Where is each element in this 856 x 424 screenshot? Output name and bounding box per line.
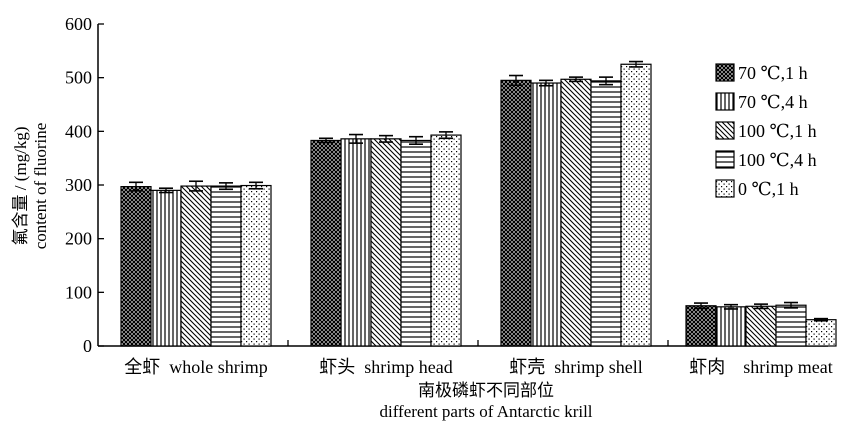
bar (150, 189, 182, 347)
bar (400, 139, 432, 347)
error-bar (189, 180, 203, 192)
error-bar (754, 303, 768, 310)
legend-swatch (715, 179, 735, 198)
legend-item: 70 ℃,1 h (715, 63, 808, 83)
error-bar (349, 133, 363, 144)
legend-label: 70 ℃,4 h (738, 92, 808, 112)
bar (340, 138, 372, 347)
legend-item: 70 ℃,4 h (715, 92, 808, 112)
error-bar (319, 137, 333, 144)
error-bar (784, 301, 798, 309)
x-axis-title-en: different parts of Antarctic krill (379, 402, 592, 421)
category-label: 虾头 shrimp head (319, 357, 452, 377)
bar (310, 139, 342, 347)
y-tick-label: 0 (83, 336, 92, 356)
legend-swatch (715, 63, 735, 82)
bar (620, 63, 652, 347)
bar (180, 185, 212, 347)
bar (240, 184, 272, 347)
legend-label: 70 ℃,1 h (738, 63, 808, 83)
error-bar (249, 181, 263, 190)
legend-label: 0 ℃,1 h (738, 179, 799, 199)
bar (775, 304, 807, 347)
error-bar (814, 317, 828, 322)
y-tick-label: 100 (65, 282, 92, 302)
legend-swatch (715, 92, 735, 111)
bar (530, 82, 562, 347)
error-bar (129, 181, 143, 192)
error-bar (159, 187, 173, 194)
category-label: 虾壳 shrimp shell (509, 357, 643, 377)
bar (745, 305, 777, 347)
bar (805, 319, 837, 347)
bar (715, 306, 747, 347)
bar (370, 138, 402, 347)
x-axis-title: 南极磷虾不同部位 (418, 381, 554, 400)
category-label: 全虾 whole shrimp (124, 357, 268, 377)
y-tick-label: 300 (65, 175, 92, 195)
y-tick-label: 600 (65, 14, 92, 34)
legend-label: 100 ℃,4 h (738, 150, 817, 170)
error-bar (219, 182, 233, 191)
y-axis-title-en: content of fluorine (31, 123, 50, 250)
legend-label: 100 ℃,1 h (738, 121, 817, 141)
category-labels: 全虾 whole shrimp 虾头 shrimp head 虾壳 shrimp s… (124, 357, 832, 377)
legend-item: 100 ℃,1 h (715, 121, 817, 141)
y-tick-label: 500 (65, 68, 92, 88)
category-label: 虾肉 shrimp meat (689, 357, 832, 377)
legend-swatch (715, 150, 735, 169)
bar (560, 78, 592, 347)
y-tick-label: 200 (65, 229, 92, 249)
y-tick-label: 400 (65, 121, 92, 141)
error-bar (629, 60, 643, 68)
error-bar (409, 135, 423, 146)
error-bar (509, 74, 523, 86)
error-bar (724, 303, 738, 310)
y-axis-title: 氟含量 / (mg/kg) (11, 127, 30, 246)
legend: 70 ℃,1 h 70 ℃,4 h 100 ℃,1 h 100 ℃,4 h 0 ℃,1 … (715, 63, 817, 199)
error-bar (569, 76, 583, 83)
bar (500, 79, 532, 347)
legend-item: 0 ℃,1 h (715, 179, 799, 199)
bar (120, 186, 152, 347)
legend-item: 100 ℃,4 h (715, 150, 817, 170)
error-bar (599, 76, 613, 86)
bar (210, 185, 242, 347)
error-bar (694, 302, 708, 310)
error-bar (539, 79, 553, 87)
bar (685, 305, 717, 347)
error-bar (439, 131, 453, 140)
bars (120, 60, 837, 347)
bar (430, 134, 462, 347)
error-bar (379, 134, 393, 143)
legend-swatch (715, 121, 735, 140)
bar (590, 80, 622, 347)
